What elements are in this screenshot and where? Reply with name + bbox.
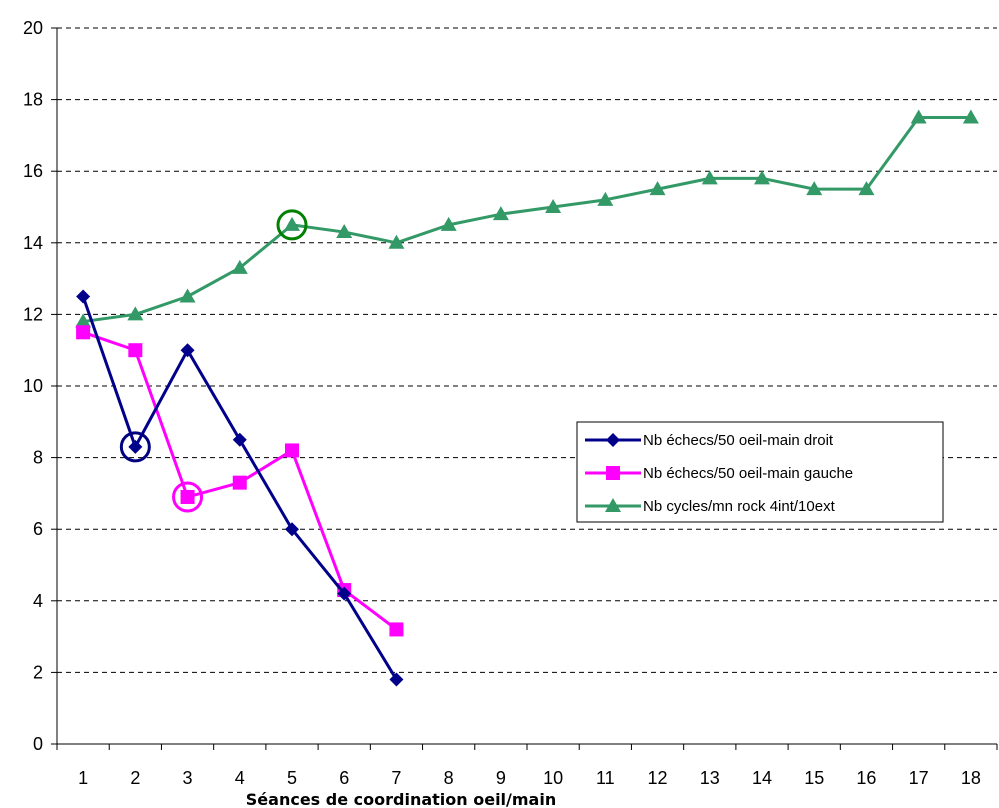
series-2: [76, 325, 404, 637]
x-tick-label: 16: [856, 768, 876, 788]
x-tick-label: 15: [804, 768, 824, 788]
legend-item: Nb échecs/50 oeil-main droit: [585, 432, 834, 449]
data-point: [128, 439, 143, 454]
legend-swatch-marker: [606, 466, 620, 480]
y-tick-label: 18: [23, 90, 43, 110]
legend: Nb échecs/50 oeil-main droit Nb échecs/50…: [576, 421, 944, 523]
data-point: [337, 586, 352, 601]
highlight-circle: [119, 431, 151, 463]
series-layer: [75, 109, 979, 687]
y-tick-label: 16: [23, 161, 43, 181]
x-tick-label: 13: [700, 768, 720, 788]
data-point: [285, 443, 299, 458]
legend-label: Nb échecs/50 oeil-main droit: [643, 432, 834, 449]
y-tick-label: 20: [23, 18, 43, 38]
data-point: [231, 259, 248, 274]
data-point: [127, 306, 144, 321]
x-tick-label: 12: [648, 768, 668, 788]
y-tick-label: 10: [23, 376, 43, 396]
data-point: [545, 199, 562, 213]
series-1: [76, 289, 404, 687]
data-point: [388, 234, 405, 249]
highlight-circle: [276, 209, 308, 241]
grid-lines: [57, 27, 997, 673]
highlight-circles: [119, 209, 308, 513]
legend-label: Nb cycles/mn rock 4int/10ext: [643, 498, 836, 515]
data-point: [701, 170, 718, 185]
x-tick-label: 17: [909, 768, 929, 788]
legend-item: Nb cycles/mn rock 4int/10ext: [585, 498, 836, 515]
data-point: [179, 288, 196, 303]
x-tick-label: 18: [961, 768, 981, 788]
y-tick-label: 14: [23, 233, 43, 253]
data-point: [232, 432, 247, 447]
data-point: [76, 289, 91, 304]
data-point: [649, 181, 666, 196]
y-tick-label: 12: [23, 304, 43, 324]
data-point: [597, 191, 614, 206]
legend-swatch-marker: [605, 498, 621, 512]
legend-swatch-marker: [606, 433, 620, 447]
x-tick-label: 11: [596, 768, 615, 788]
data-point: [180, 343, 195, 358]
y-tick-label: 4: [33, 591, 43, 611]
data-point: [232, 475, 247, 490]
data-point: [285, 522, 299, 537]
data-point: [440, 216, 457, 231]
data-point: [806, 181, 823, 196]
x-tick-label: 4: [235, 768, 245, 788]
highlight-circle: [172, 481, 204, 513]
y-tick-label: 0: [33, 734, 43, 754]
data-point: [389, 622, 404, 637]
x-tick-label: 9: [496, 768, 506, 788]
data-point: [336, 224, 353, 239]
x-tick-label: 5: [287, 768, 297, 788]
y-tick-label: 8: [33, 448, 43, 468]
x-axis-title: Séances de coordination oeil/main: [246, 790, 556, 808]
x-tick-label: 14: [752, 768, 772, 788]
x-tick-label: 7: [391, 768, 401, 788]
series-3: [75, 109, 979, 328]
data-point: [754, 170, 770, 185]
data-point: [76, 325, 91, 340]
y-tick-label: 6: [33, 519, 43, 539]
x-tick-label: 2: [130, 768, 140, 788]
x-tick-label: 3: [183, 768, 193, 788]
x-tick-label: 10: [543, 768, 563, 788]
data-point: [180, 489, 195, 504]
data-point: [962, 109, 979, 124]
y-tick-label: 2: [33, 662, 43, 682]
legend-label: Nb échecs/50 oeil-main gauche: [643, 465, 853, 482]
y-tick-labels: 0 2 4 6 8 10 12 14 16 18 20: [23, 18, 57, 754]
data-point: [492, 206, 509, 221]
data-point: [858, 181, 875, 196]
data-point: [910, 109, 927, 124]
data-point: [389, 672, 404, 687]
x-tick-labels: 1 2 3 4 5 6 7 8 9 10 11 12 13 14 15 16 17 18: [56, 744, 998, 788]
data-point: [284, 216, 300, 231]
legend-item: Nb échecs/50 oeil-main gauche: [585, 465, 853, 482]
series-line: [82, 116, 971, 324]
data-point: [128, 343, 143, 358]
x-tick-label: 1: [78, 768, 88, 788]
data-point: [75, 313, 92, 328]
x-tick-label: 6: [339, 768, 349, 788]
x-tick-label: 8: [444, 768, 454, 788]
